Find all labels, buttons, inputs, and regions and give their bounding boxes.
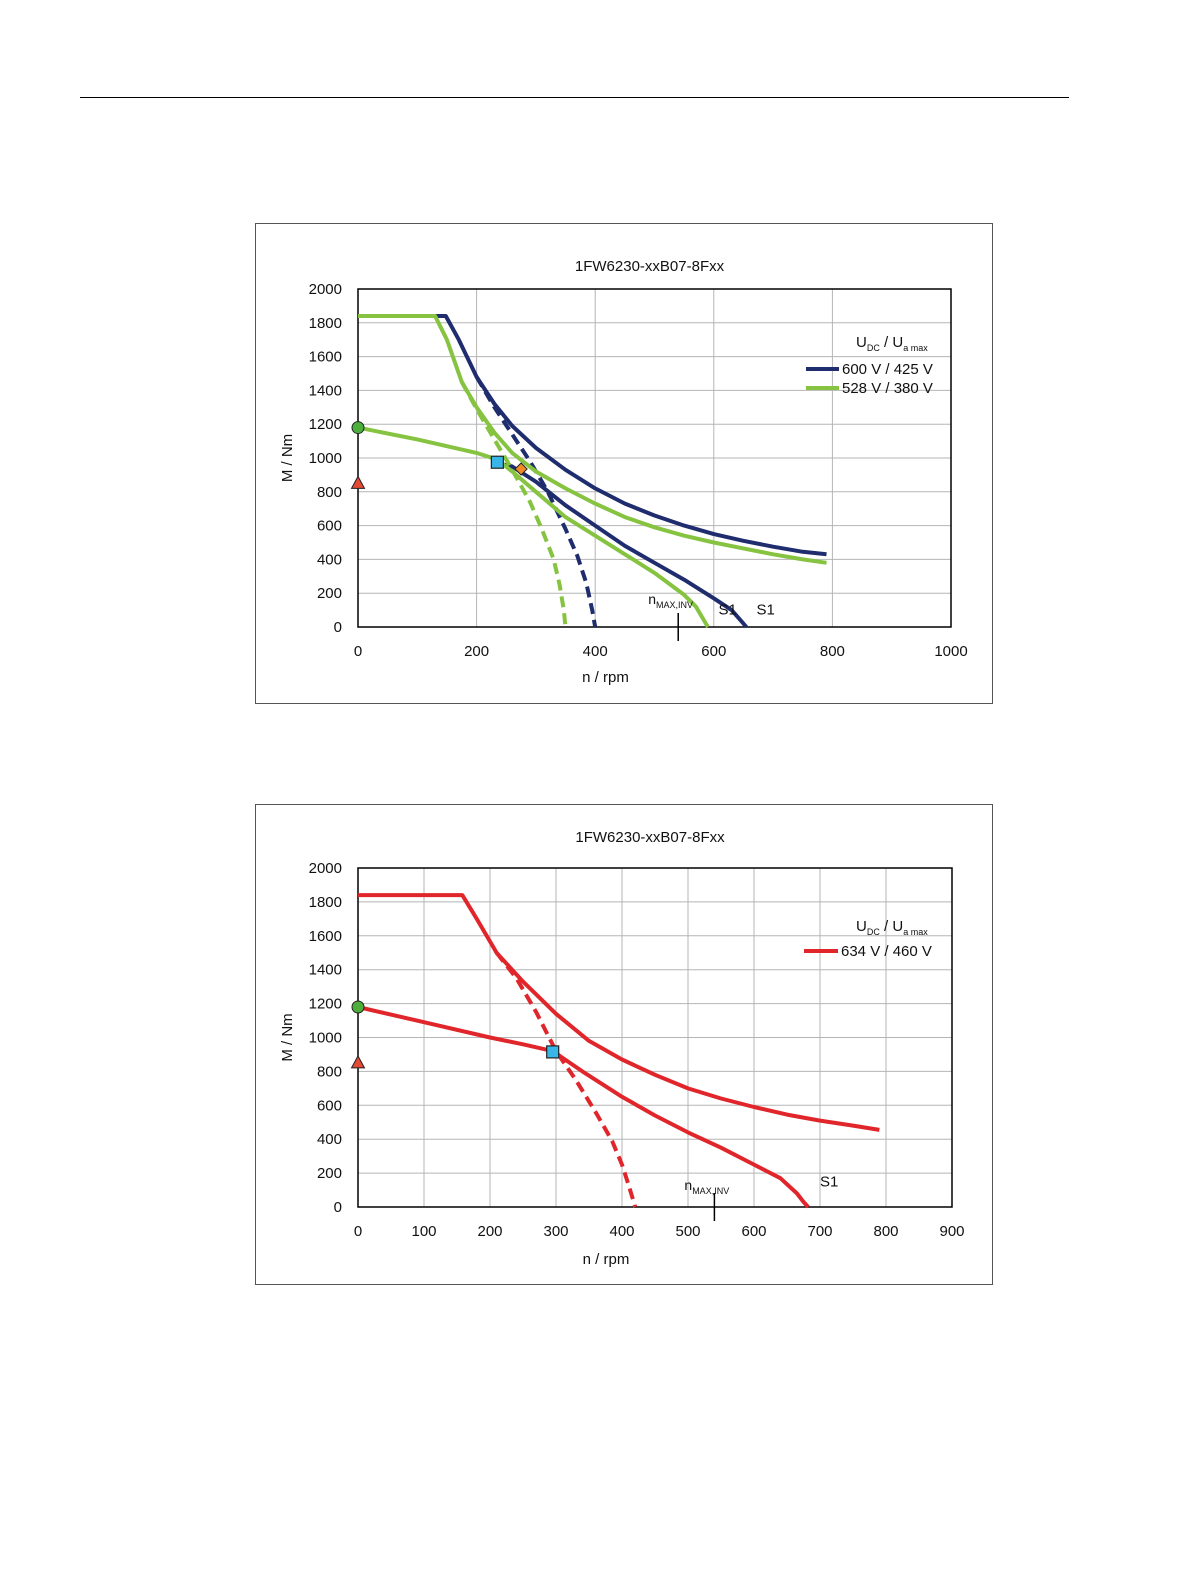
y-tick-label: 1800 (309, 315, 342, 332)
y-tick-label: 2000 (309, 281, 342, 298)
legend-label: 600 V / 425 V (842, 361, 933, 378)
marker-triangle (350, 1054, 366, 1069)
series-line (358, 893, 880, 1132)
y-tick-label: 1800 (309, 894, 342, 911)
marker-diamond (514, 462, 528, 476)
x-tick-label: 0 (354, 643, 362, 660)
y-tick-label: 0 (334, 619, 342, 636)
x-tick-label: 300 (543, 1223, 568, 1240)
x-tick-label: 500 (675, 1223, 700, 1240)
y-axis-label: M / Nm (279, 1013, 296, 1061)
plot-area-border (357, 867, 953, 1208)
n-max-inv-label: nMAX,INV (684, 1177, 729, 1196)
series-line (357, 425, 710, 629)
y-axis-label: M / Nm (279, 434, 296, 482)
y-tick-label: 200 (317, 585, 342, 602)
x-tick-label: 900 (939, 1223, 964, 1240)
series-line (474, 375, 598, 628)
x-axis-label: n / rpm (583, 1251, 630, 1268)
x-tick-label: 400 (583, 643, 608, 660)
page-top-rule (80, 97, 1069, 98)
x-axis-label: n / rpm (582, 669, 629, 686)
marker-circle (351, 421, 365, 435)
y-tick-label: 400 (317, 1131, 342, 1148)
y-tick-label: 800 (317, 484, 342, 501)
legend-label: 528 V / 380 V (842, 380, 933, 397)
chart-title: 1FW6230-xxB07-8Fxx (575, 258, 725, 275)
marker-square (490, 455, 504, 469)
s1-annotation: S1 (820, 1174, 838, 1191)
x-tick-label: 200 (464, 643, 489, 660)
series-line (460, 381, 568, 628)
y-tick-label: 2000 (309, 860, 342, 877)
x-tick-label: 800 (820, 643, 845, 660)
x-tick-label: 600 (741, 1223, 766, 1240)
chart-title: 1FW6230-xxB07-8Fxx (575, 829, 725, 846)
y-tick-label: 1000 (309, 1030, 342, 1047)
x-tick-label: 200 (477, 1223, 502, 1240)
s1-annotation: S1 (719, 601, 737, 618)
marker-circle (351, 1000, 365, 1014)
y-tick-label: 1600 (309, 928, 342, 945)
chart-2: 1FW6230-xxB07-8Fxx 0 100 200 300 400 500 600 700… (279, 829, 965, 1268)
legend-label: 634 V / 460 V (841, 943, 932, 960)
legend-title: UDC / Ua max (856, 334, 928, 353)
series-line (358, 314, 827, 557)
y-tick-label: 1200 (309, 416, 342, 433)
series-line (495, 951, 638, 1208)
y-tick-label: 1200 (309, 996, 342, 1013)
series-line (496, 461, 748, 629)
y-tick-label: 200 (317, 1165, 342, 1182)
y-tick-label: 1600 (309, 349, 342, 366)
plot-area-border (357, 288, 952, 628)
y-tick-label: 400 (317, 551, 342, 568)
y-tick-label: 600 (317, 1097, 342, 1114)
s1-annotation: S1 (756, 601, 774, 618)
n-max-inv-label: nMAX,INV (648, 591, 693, 610)
y-tick-label: 1000 (309, 450, 342, 467)
x-tick-label: 100 (411, 1223, 436, 1240)
y-tick-label: 600 (317, 518, 342, 535)
x-tick-label: 700 (807, 1223, 832, 1240)
x-tick-label: 400 (609, 1223, 634, 1240)
chart-frame-1: 1FW6230-xxB07-8Fxx 0 200 400 600 800 1000 0 200 4… (255, 223, 993, 704)
x-tick-label: 800 (873, 1223, 898, 1240)
y-tick-label: 1400 (309, 382, 342, 399)
marker-triangle (350, 475, 366, 489)
y-tick-label: 0 (334, 1199, 342, 1216)
marker-square (546, 1045, 560, 1059)
chart-frame-2: 1FW6230-xxB07-8Fxx 0 100 200 300 400 500 600 700… (255, 804, 993, 1285)
legend-title: UDC / Ua max (856, 918, 928, 937)
series-line (358, 314, 827, 565)
y-tick-label: 1400 (309, 962, 342, 979)
y-tick-label: 800 (317, 1063, 342, 1080)
x-tick-label: 0 (354, 1223, 362, 1240)
series-line (357, 1005, 810, 1209)
x-tick-label: 1000 (934, 643, 967, 660)
chart-1: 1FW6230-xxB07-8Fxx 0 200 400 600 800 1000 0 200 4… (279, 258, 968, 686)
x-tick-label: 600 (701, 643, 726, 660)
